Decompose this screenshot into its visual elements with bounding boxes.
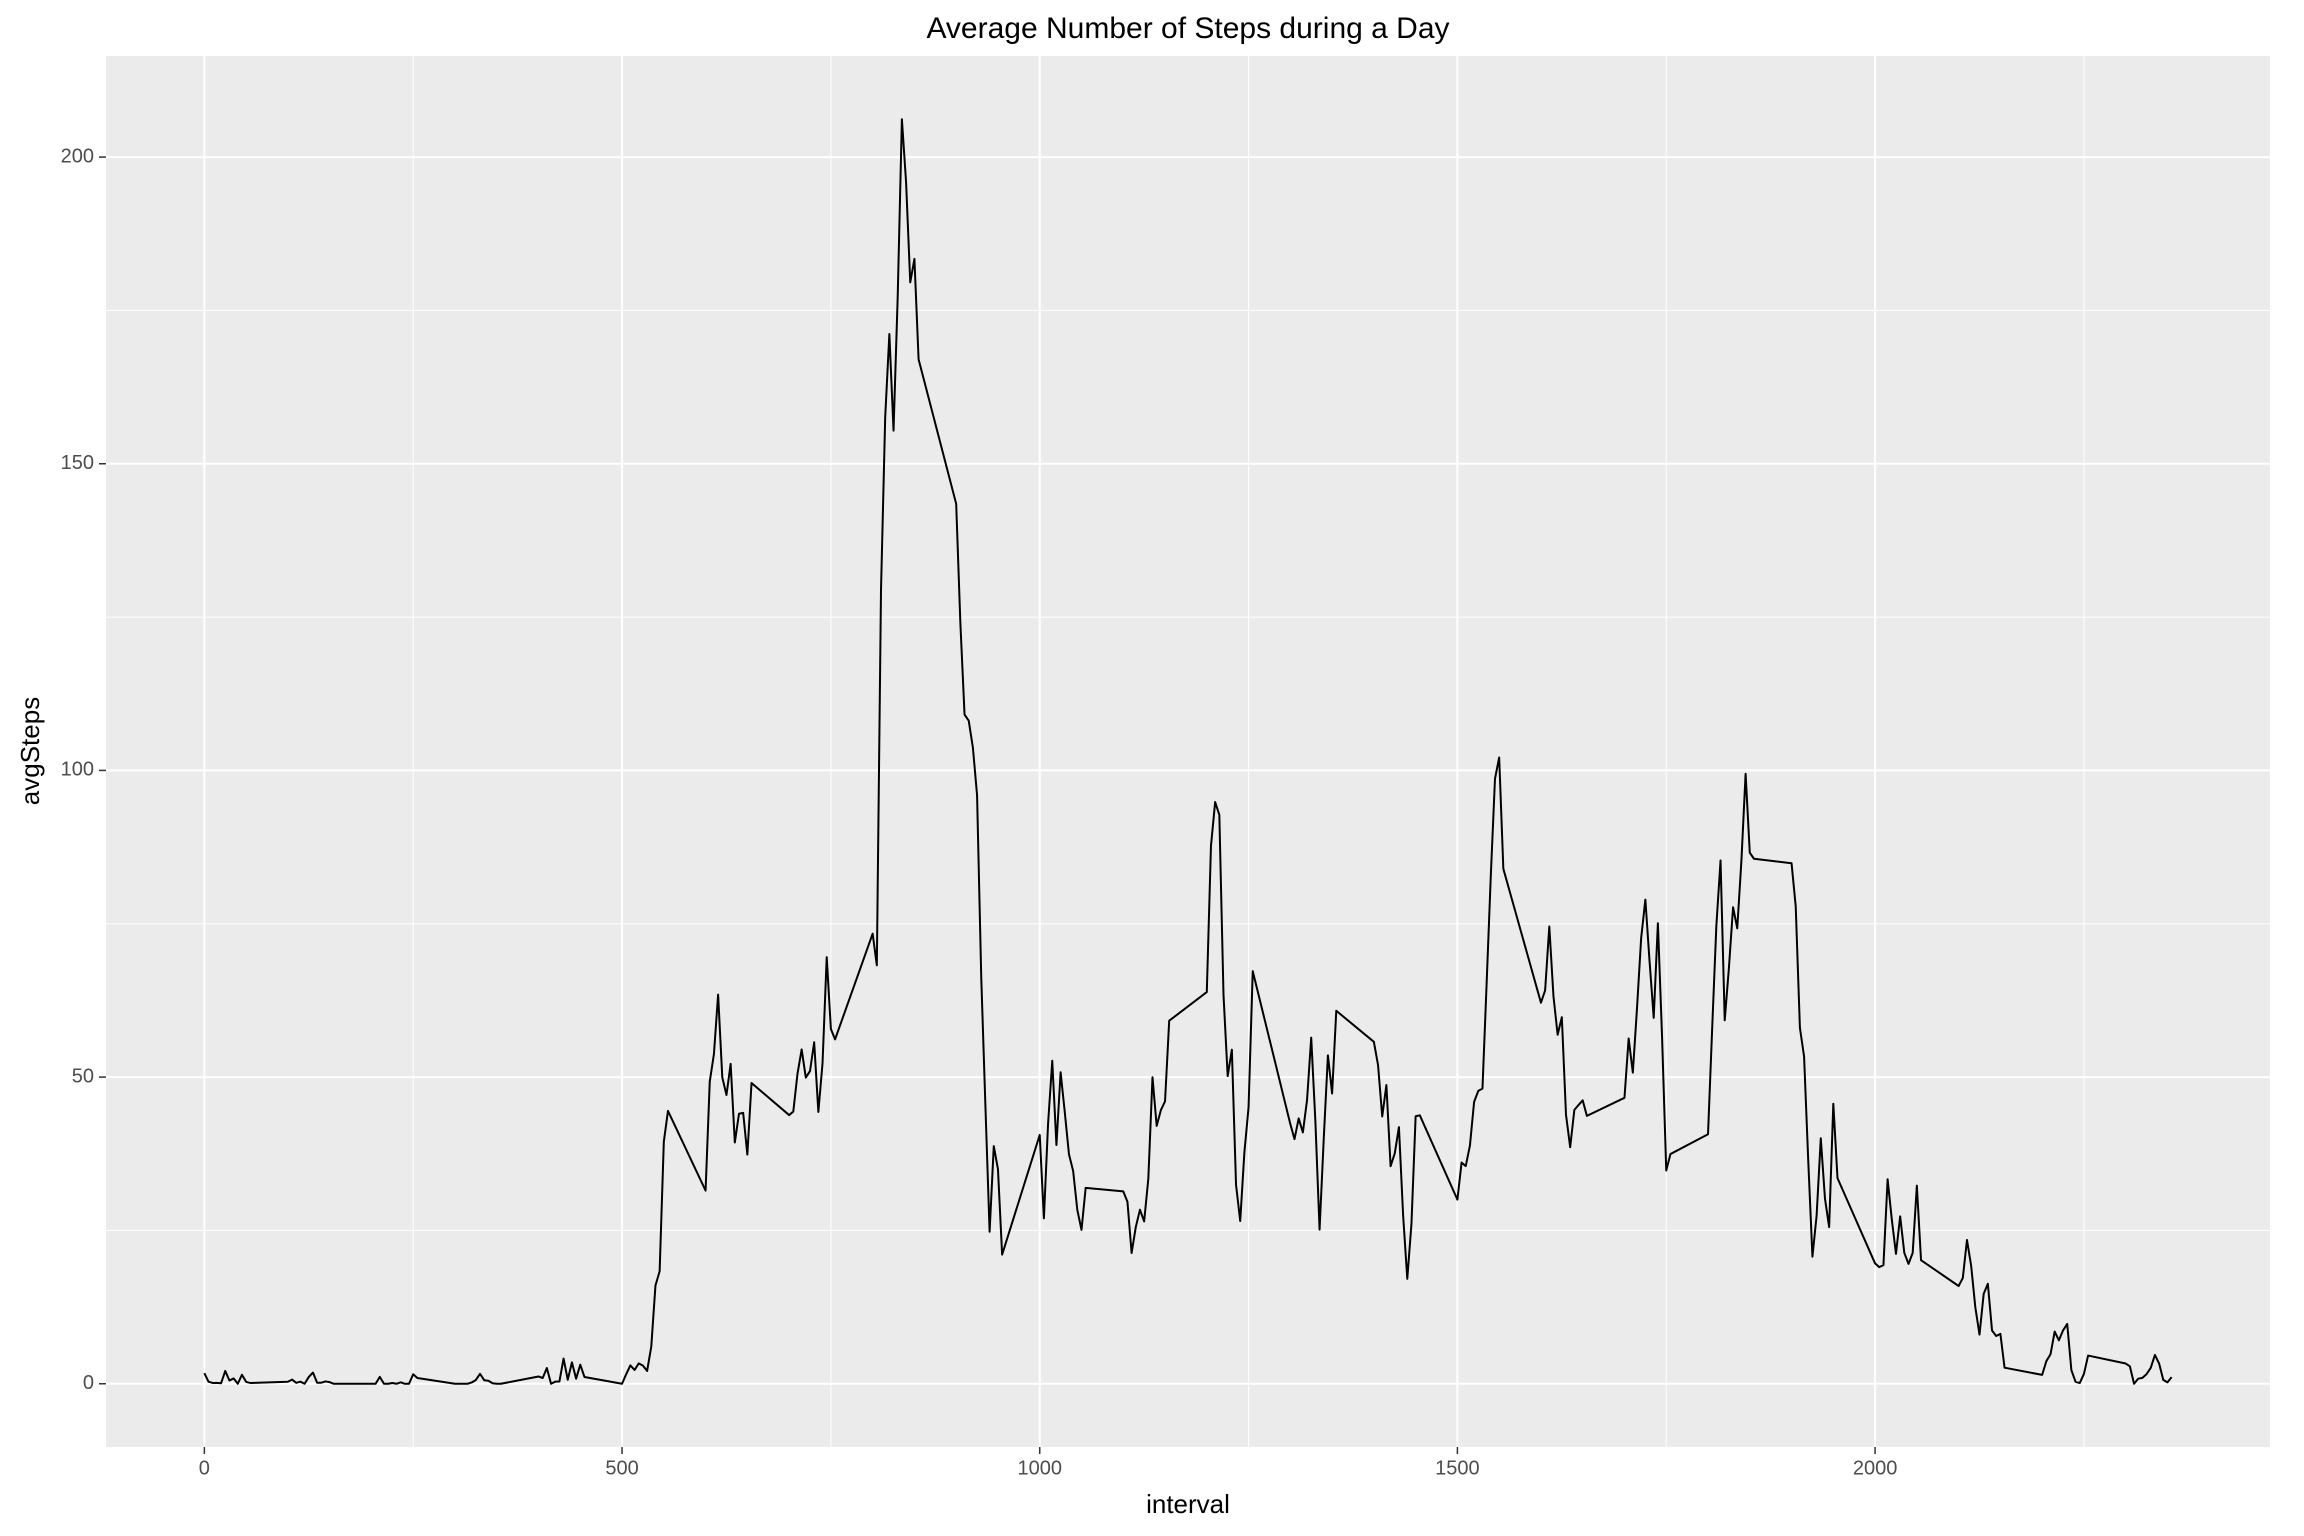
x-tick-label: 0 <box>199 1457 210 1479</box>
y-tick-label: 0 <box>83 1372 94 1394</box>
line <box>203 118 2173 1385</box>
y-axis-label: avgSteps <box>15 697 45 805</box>
marks <box>203 118 2173 1385</box>
x-tick-label: 500 <box>605 1457 638 1479</box>
grid <box>106 56 2270 1447</box>
y-tick-label: 100 <box>61 759 94 781</box>
x-tick-label: 2000 <box>1853 1457 1898 1479</box>
y-tick-label: 150 <box>61 452 94 474</box>
y-tick-label: 50 <box>72 1065 94 1087</box>
x-tick-label: 1000 <box>1017 1457 1062 1479</box>
chart-title: Average Number of Steps during a Day <box>926 12 1449 45</box>
panel-background <box>106 56 2270 1447</box>
x-tick-label: 1500 <box>1435 1457 1480 1479</box>
x-axis-label: interval <box>1146 1489 1230 1519</box>
y-tick-label: 200 <box>61 145 94 167</box>
